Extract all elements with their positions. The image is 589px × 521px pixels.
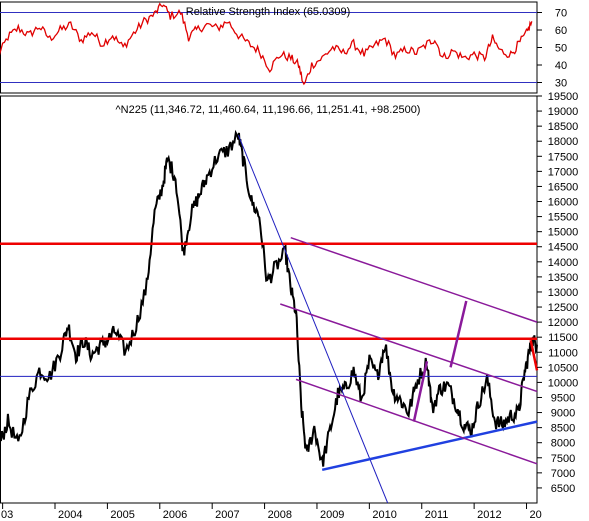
rsi-tick-label-30: 30	[555, 78, 567, 90]
price-tick-label-13000: 13000	[548, 287, 579, 299]
rsi-tick-label-60: 60	[555, 25, 567, 37]
measure-1	[412, 361, 429, 422]
frames	[0, 1, 538, 504]
price-tick-label-16000: 16000	[548, 197, 579, 209]
measure-2	[449, 300, 468, 368]
x-tick-label-2009: 2009	[320, 509, 344, 521]
rsi-tick-label-50: 50	[555, 43, 567, 55]
channel-upper	[290, 236, 538, 323]
price-tick-label-11500: 11500	[548, 332, 578, 344]
price-tick-label-19000: 19000	[548, 106, 579, 118]
price-tick-label-8000: 8000	[551, 438, 575, 450]
price-tick-label-12500: 12500	[548, 302, 579, 314]
price-title: ^N225 (11,346.72, 11,460.64, 11,196.66, …	[116, 104, 421, 116]
x-tick-label-2006: 2006	[163, 509, 187, 521]
price-tick-label-9500: 9500	[551, 392, 575, 404]
price-tick-label-19500: 19500	[548, 91, 579, 103]
price-tick-label-13500: 13500	[548, 272, 579, 284]
price-tick-label-7500: 7500	[551, 453, 575, 465]
downtrend-thin-blue	[237, 135, 389, 504]
price-tick-label-18500: 18500	[548, 121, 579, 133]
price-tick-label-14500: 14500	[548, 242, 579, 254]
x-tick-label-2012: 2012	[477, 509, 501, 521]
x-tick-label-2007: 2007	[215, 509, 239, 521]
x-tick-label-2005: 2005	[110, 509, 134, 521]
price-tick-label-11000: 11000	[548, 347, 578, 359]
price-tick-label-14000: 14000	[548, 257, 579, 269]
price-panel	[0, 129, 539, 504]
price-tick-label-9000: 9000	[551, 408, 575, 420]
price-line	[0, 129, 538, 467]
red-arrow-tail	[529, 339, 539, 371]
price-frame	[0, 95, 538, 504]
rsi-title: Relative Strength Index (65.0309)	[186, 6, 351, 18]
price-tick-label-17000: 17000	[548, 166, 579, 178]
x-tick-label-03: 03	[1, 509, 13, 521]
price-tick-label-10000: 10000	[548, 377, 579, 389]
price-tick-label-12000: 12000	[548, 317, 579, 329]
price-tick-label-10500: 10500	[548, 362, 579, 374]
x-tick-label-2008: 2008	[268, 509, 292, 521]
x-tick-label-20: 20	[530, 509, 542, 521]
price-tick-label-18000: 18000	[548, 136, 579, 148]
price-tick-label-17500: 17500	[548, 151, 579, 163]
rsi-panel	[0, 2, 537, 86]
rsi-tick-label-70: 70	[555, 8, 567, 20]
rsi-tick-label-40: 40	[555, 60, 567, 72]
price-tick-label-6500: 6500	[551, 483, 575, 495]
price-tick-label-7000: 7000	[551, 468, 575, 480]
price-tick-label-15500: 15500	[548, 212, 579, 224]
price-tick-label-8500: 8500	[551, 423, 575, 435]
x-tick-label-2011: 2011	[425, 509, 449, 521]
channel-lower	[295, 378, 538, 465]
channel-middle	[280, 303, 538, 393]
price-tick-label-16500: 16500	[548, 181, 579, 193]
price-tick-label-15000: 15000	[548, 227, 579, 239]
rsi-line	[0, 2, 533, 86]
uptrend-blue	[321, 420, 538, 472]
x-tick-label-2004: 2004	[58, 509, 82, 521]
x-tick-label-2010: 2010	[372, 509, 396, 521]
